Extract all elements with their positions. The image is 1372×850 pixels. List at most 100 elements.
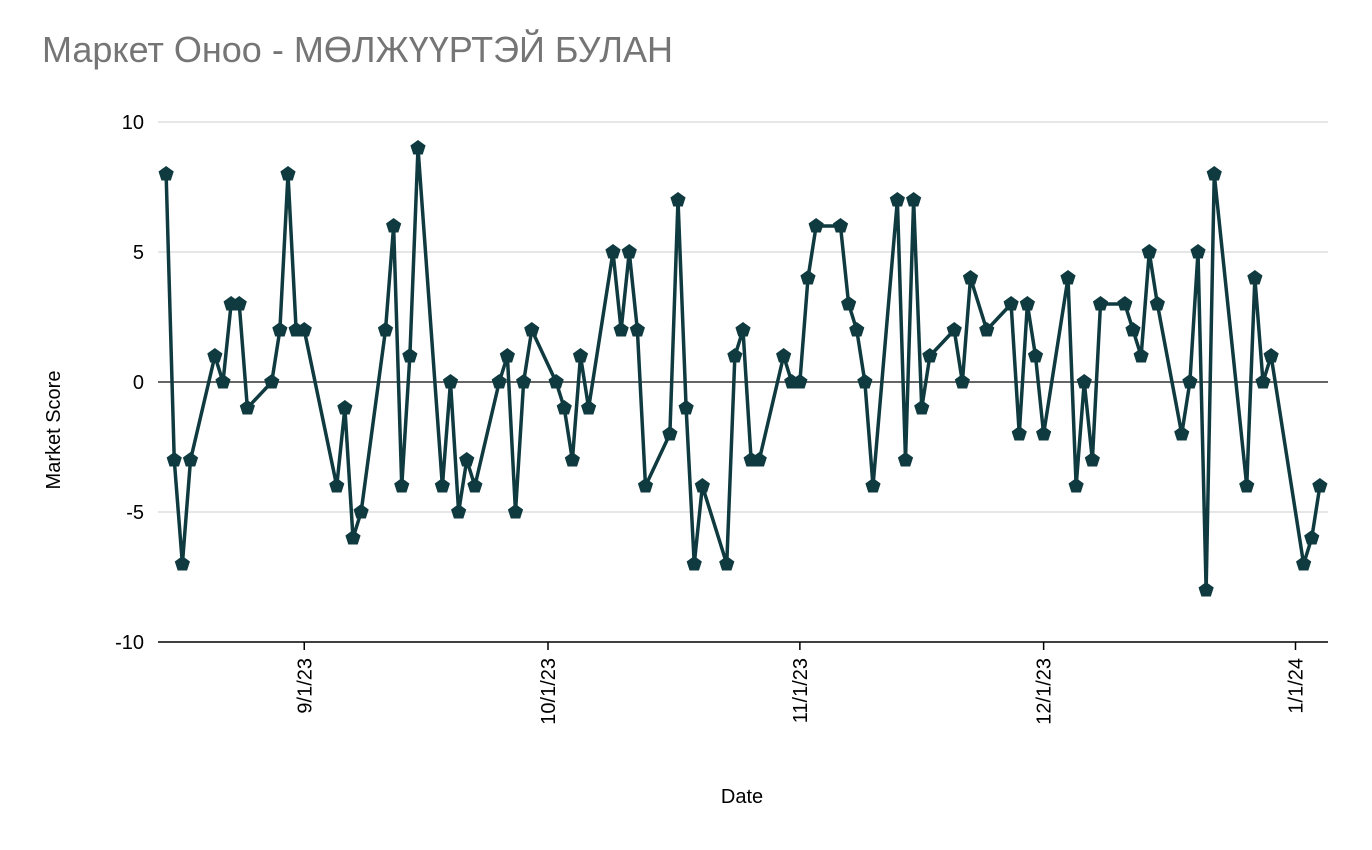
point-marker [1141,244,1157,259]
point-marker [166,452,182,467]
point-marker [954,374,970,389]
point-marker [1019,296,1035,311]
point-marker [572,348,589,363]
y-axis-title: Market Score [43,371,65,490]
point-marker [719,556,735,571]
point-marker [776,348,792,363]
point-marker [792,374,808,389]
x-tick-label: 11/1/23 [790,658,812,723]
point-marker [272,322,288,337]
point-marker [1133,348,1149,363]
point-marker [296,322,312,337]
point-marker [1149,296,1165,311]
point-marker [451,504,467,519]
point-marker [1011,426,1027,441]
point-marker [1263,348,1279,363]
point-marker [402,348,418,363]
point-marker [1125,322,1141,337]
point-marker [524,322,540,337]
point-marker [735,322,751,337]
point-marker [1255,374,1271,389]
point-marker [182,452,199,467]
point-marker [345,530,361,545]
point-marker [686,556,702,571]
point-marker [849,322,865,337]
point-marker [637,478,654,493]
point-marker [1190,244,1206,259]
point-marker [434,478,450,493]
point-marker [694,478,710,493]
point-marker [516,374,532,389]
point-marker [442,374,459,389]
point-marker [800,270,816,285]
point-marker [556,400,572,415]
point-marker [906,192,922,207]
point-marker [1247,270,1263,285]
y-tick-label: 5 [133,242,144,264]
point-marker [231,296,247,311]
point-marker [491,374,507,389]
x-axis-title: Date [721,786,763,808]
point-marker [1060,270,1076,285]
point-marker [832,218,849,233]
point-marker [1239,478,1255,493]
x-tick-label: 12/1/23 [1034,658,1056,725]
point-marker [889,192,905,207]
point-marker [548,374,564,389]
point-marker [1084,452,1100,467]
point-marker [897,452,914,467]
point-marker [353,504,369,519]
point-marker [914,400,930,415]
point-marker [215,374,231,389]
point-marker [670,192,686,207]
x-tick-label: 10/1/23 [538,658,560,725]
point-marker [727,348,743,363]
point-marker [1174,426,1190,441]
point-marker [207,348,223,363]
point-marker [1304,530,1320,545]
point-marker [1206,166,1222,181]
point-marker [377,322,394,337]
point-marker [499,348,515,363]
point-marker [1068,478,1084,493]
point-marker [605,244,621,259]
point-marker [158,166,174,181]
y-tick-label: 10 [122,112,144,134]
point-marker [1027,348,1044,363]
point-marker [1076,374,1092,389]
point-marker [841,296,857,311]
point-marker [621,244,637,259]
chart-title: Маркет Оноо - МӨЛЖҮҮРТЭЙ БУЛАН [42,28,673,70]
point-marker [979,322,995,337]
point-marker [1092,296,1109,311]
point-marker [1036,426,1052,441]
point-marker [410,140,426,155]
point-marker [1003,296,1019,311]
point-marker [751,452,767,467]
series-line [164,146,1322,592]
point-marker [581,400,597,415]
point-marker [865,478,881,493]
point-marker [962,270,979,285]
point-marker [662,426,678,441]
point-marker [1312,478,1328,493]
point-marker [394,478,410,493]
point-marker [507,504,524,519]
point-marker [857,374,873,389]
point-marker [1117,296,1133,311]
point-marker [613,322,629,337]
point-marker [239,400,255,415]
y-tick-label: 0 [133,372,144,394]
point-marker [1296,556,1312,571]
point-marker [467,478,483,493]
point-marker [264,374,280,389]
point-marker [564,452,580,467]
x-tick-label: 1/1/24 [1286,658,1308,714]
point-marker [386,218,402,233]
point-marker [329,478,345,493]
x-tick-label: 9/1/23 [294,658,316,714]
point-marker [922,348,938,363]
point-marker [678,400,694,415]
point-marker [629,322,645,337]
